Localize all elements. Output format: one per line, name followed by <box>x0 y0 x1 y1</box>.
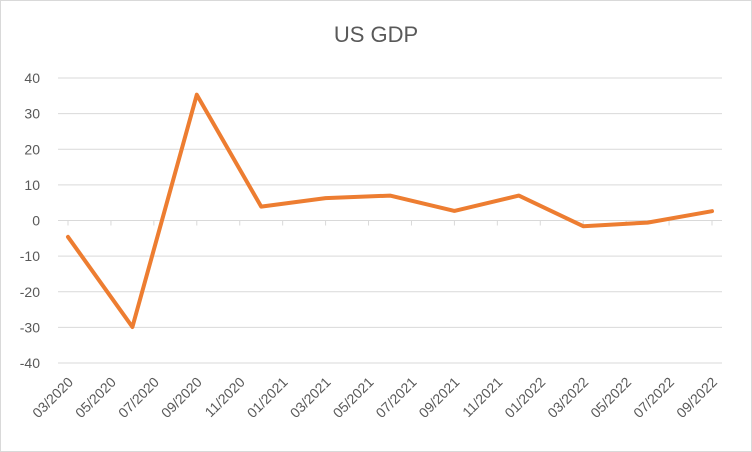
x-tick-label: 01/2021 <box>244 374 291 421</box>
x-tick-label: 05/2020 <box>72 374 119 421</box>
y-tick-label: 30 <box>24 106 40 122</box>
x-tick-label: 05/2021 <box>330 374 377 421</box>
y-tick-label: 0 <box>32 213 40 229</box>
y-tick-label: -20 <box>20 284 40 300</box>
gridlines <box>58 77 722 364</box>
x-tick-label: 09/2021 <box>415 374 462 421</box>
x-tick-label: 07/2020 <box>115 374 162 421</box>
y-tick-labels: -40 -30 -20 -10 0 10 20 30 40 <box>20 70 40 371</box>
x-tick-label: 03/2021 <box>287 374 334 421</box>
y-tick-label: -40 <box>20 355 40 371</box>
chart-title: US GDP <box>333 22 419 47</box>
x-tick-label: 09/2020 <box>158 374 205 421</box>
x-tick-label: 03/2022 <box>544 374 591 421</box>
y-tick-label: 10 <box>24 177 40 193</box>
y-tick-label: 40 <box>24 70 40 86</box>
x-tick-label: 03/2020 <box>29 374 76 421</box>
x-tick-label: 07/2021 <box>372 374 419 421</box>
x-tick-labels: 03/202005/202007/202009/202011/202001/20… <box>29 374 720 421</box>
y-tick-label: 20 <box>24 141 40 157</box>
x-tick-label: 07/2022 <box>630 374 677 421</box>
x-tick-label: 05/2022 <box>587 374 634 421</box>
x-tick-label: 11/2021 <box>459 374 506 421</box>
x-tick-label: 11/2020 <box>201 374 248 421</box>
y-tick-label: -30 <box>20 319 40 335</box>
series-us-gdp <box>66 92 714 329</box>
x-tick-label: 09/2022 <box>673 374 720 421</box>
x-tick-label: 01/2022 <box>501 374 548 421</box>
y-tick-label: -10 <box>20 248 40 264</box>
